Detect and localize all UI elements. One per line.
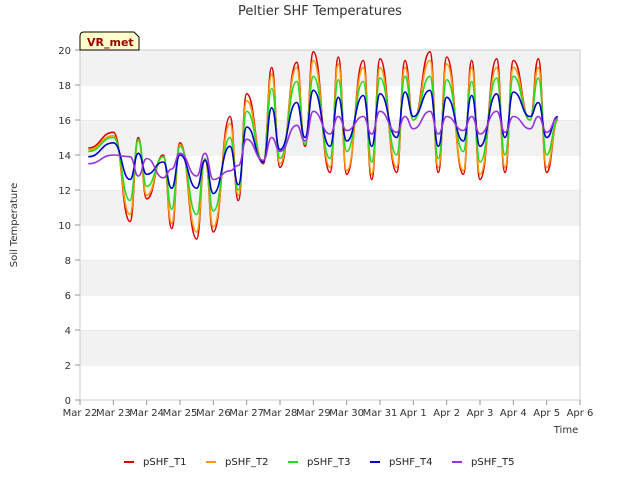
y-tick-label: 20	[58, 46, 71, 57]
y-tick-label: 6	[65, 291, 71, 302]
x-tick-label: Mar 29	[296, 408, 331, 419]
plot-background-bands	[80, 49, 580, 400]
grid-band	[80, 50, 580, 85]
y-tick-label: 16	[58, 116, 71, 127]
legend-item-pSHF_T2: pSHF_T2	[206, 457, 268, 468]
legend-label: pSHF_T4	[389, 457, 432, 468]
chart-title: Peltier SHF Temperatures	[238, 4, 402, 19]
x-tick-label: Apr 4	[500, 408, 527, 419]
grid-band	[80, 225, 580, 260]
x-tick-label: Mar 23	[96, 408, 131, 419]
legend-label: pSHF_T3	[307, 457, 350, 468]
station-badge: VR_met	[79, 31, 140, 51]
series-line-pSHF_T4	[88, 89, 559, 195]
y-tick-label: 2	[65, 361, 71, 372]
y-tick-label: 10	[58, 221, 71, 232]
x-tick-label: Mar 26	[196, 408, 231, 419]
x-tick-label: Mar 25	[163, 408, 198, 419]
legend-label: pSHF_T1	[143, 457, 186, 468]
x-tick-label: Mar 28	[263, 408, 298, 419]
y-axis-ticks: 0 2 4 6 8 10 12 14 16 18 20	[58, 46, 80, 407]
legend-item-pSHF_T4: pSHF_T4	[370, 457, 432, 468]
x-tick-label: Mar 22	[63, 408, 98, 419]
legend-label: pSHF_T2	[225, 457, 268, 468]
x-axis-title: Time	[553, 425, 578, 436]
grid-band	[80, 295, 580, 330]
x-tick-label: Apr 6	[567, 408, 594, 419]
grid-band	[80, 120, 580, 155]
legend: pSHF_T1 pSHF_T2 pSHF_T3 pSHF_T4 pSHF_T5	[124, 457, 514, 468]
grid-band	[80, 365, 580, 400]
x-tick-label: Mar 31	[363, 408, 398, 419]
badge-box	[79, 31, 140, 51]
x-tick-label: Apr 1	[400, 408, 427, 419]
grid-band	[80, 85, 580, 120]
legend-item-pSHF_T1: pSHF_T1	[124, 457, 186, 468]
grid-band	[80, 330, 580, 365]
x-tick-label: Mar 30	[329, 408, 364, 419]
y-tick-label: 18	[58, 81, 71, 92]
x-tick-label: Apr 3	[467, 408, 494, 419]
series-layer	[88, 51, 559, 240]
y-tick-label: 14	[58, 151, 71, 162]
x-tick-label: Apr 5	[533, 408, 560, 419]
y-tick-label: 0	[65, 396, 71, 407]
legend-item-pSHF_T5: pSHF_T5	[452, 457, 514, 468]
grid-band	[80, 260, 580, 295]
y-tick-label: 12	[58, 186, 71, 197]
x-tick-label: Mar 24	[129, 408, 164, 419]
legend-label: pSHF_T5	[471, 457, 514, 468]
x-tick-label: Mar 27	[229, 408, 264, 419]
x-tick-label: Apr 2	[433, 408, 460, 419]
series-line-pSHF_T5	[88, 110, 559, 181]
y-tick-label: 8	[65, 256, 71, 267]
grid-band	[80, 190, 580, 225]
badge-label: VR_met	[87, 36, 134, 49]
y-axis-title: Soil Temperature	[9, 183, 20, 268]
y-tick-label: 4	[65, 326, 71, 337]
legend-item-pSHF_T3: pSHF_T3	[288, 457, 350, 468]
